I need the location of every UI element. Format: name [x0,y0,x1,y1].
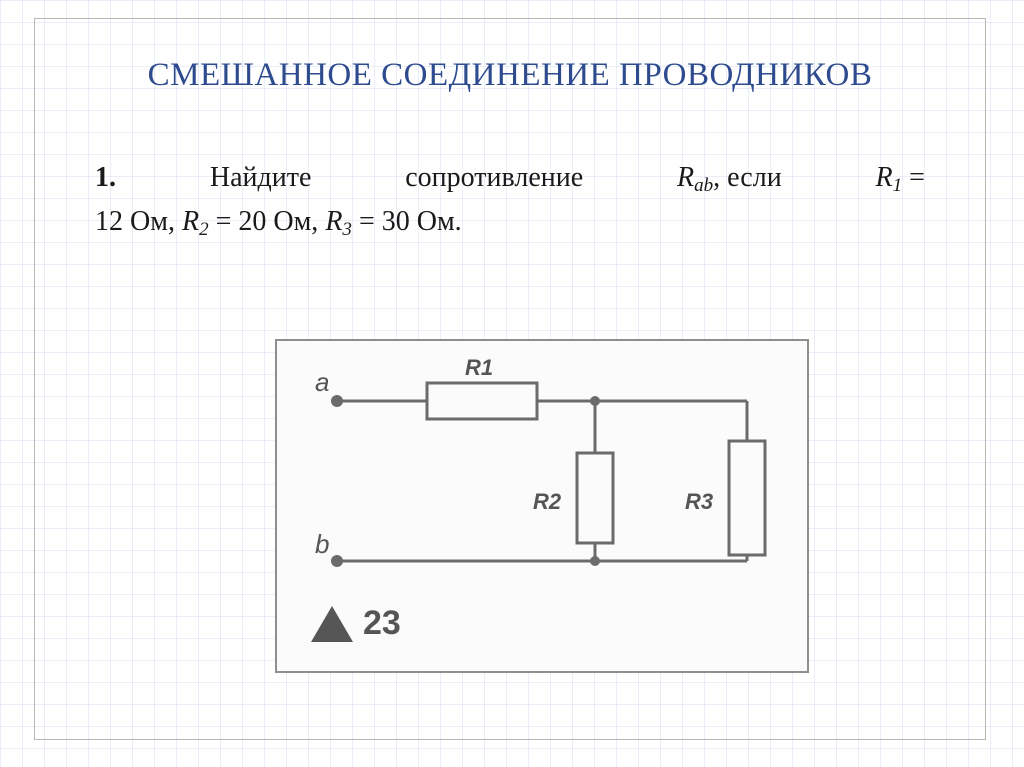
r1-subscript: 1 [893,175,903,196]
r1-symbol: R [876,162,893,193]
if-word: , если [713,162,782,193]
junction-top [590,396,600,406]
triangle-number: 23 [363,604,401,643]
circuit-diagram: a b R1 R2 R3 23 [275,339,809,673]
problem-statement: 1. Найдите сопротивление Rab, если R1 = … [95,156,925,245]
difficulty-marker: 23 [311,604,401,643]
problem-w1: Найдите [210,156,312,200]
node-b-label: b [315,529,329,559]
triangle-icon [311,606,353,642]
node-a-label: a [315,367,329,397]
r3-value: = 30 Ом. [352,206,462,237]
r2-value: = 20 Ом, [209,206,319,237]
problem-number: 1. [95,162,116,193]
r1-label: R1 [465,355,493,380]
node-b-dot [331,555,343,567]
r2-label: R2 [533,489,562,514]
r3-label: R3 [685,489,713,514]
r3-subscript: 3 [342,219,352,240]
node-a-dot [331,395,343,407]
r2-symbol: R [182,206,199,237]
r2-subscript: 2 [199,219,209,240]
junction-bottom [590,556,600,566]
r1-eq: = [902,162,925,193]
slide-frame: СМЕШАННОЕ СОЕДИНЕНИЕ ПРОВОДНИКОВ 1. Найд… [34,18,986,740]
rab-symbol: R [677,162,694,193]
slide-title: СМЕШАННОЕ СОЕДИНЕНИЕ ПРОВОДНИКОВ [35,57,985,94]
circuit-wires [337,383,765,561]
rab-subscript: ab [694,175,713,196]
r3-symbol: R [325,206,342,237]
problem-w2: сопротивление [405,156,583,200]
r1-value: 12 Ом, [95,206,175,237]
problem-line2: 12 Ом, R2 = 20 Ом, R3 = 30 Ом. [95,200,925,244]
problem-line1: 1. Найдите сопротивление Rab, если R1 = [95,156,925,200]
